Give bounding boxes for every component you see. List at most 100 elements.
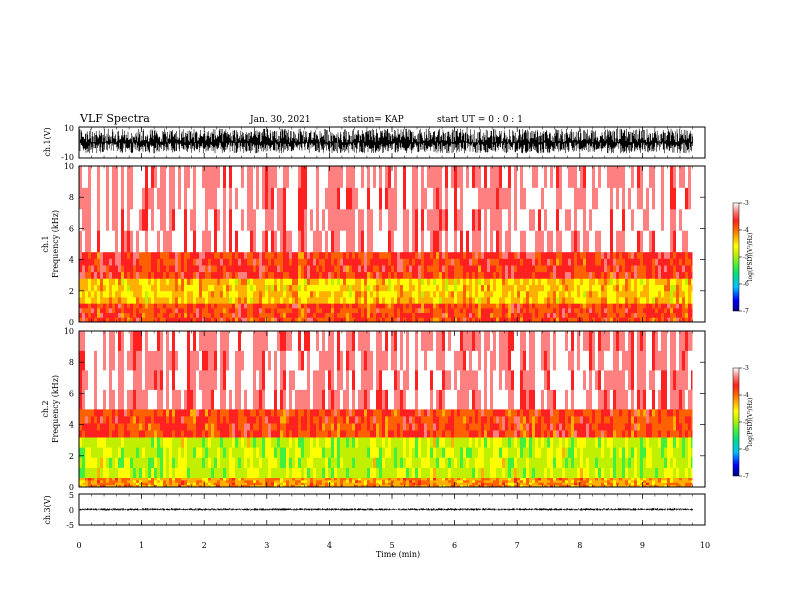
spectrogram-cell: [433, 166, 437, 188]
spectrogram-cell: [424, 303, 428, 309]
spectrogram-cell: [211, 350, 215, 371]
spectrogram-cell: [619, 271, 623, 279]
spectrogram-cell: [130, 467, 134, 479]
spectrogram-cell: [277, 271, 281, 279]
spectrogram-cell: [184, 278, 188, 285]
spectrogram-cell: [85, 479, 89, 483]
spectrogram-cell: [190, 416, 194, 424]
spectrogram-cell: [682, 312, 686, 318]
spectrogram-cell: [196, 258, 200, 266]
spectrogram-cell: [103, 389, 107, 410]
spectrogram-cell: [361, 251, 365, 259]
spectrogram-cell: [343, 271, 347, 279]
spectrogram-cell: [202, 482, 206, 486]
spectrogram-cell: [244, 457, 248, 468]
spectrogram-cell: [340, 271, 344, 279]
spectrogram-cell: [415, 307, 419, 314]
spectrogram-cell: [391, 251, 395, 259]
spectrogram-cell: [328, 430, 332, 438]
spectrogram-cell: [415, 230, 419, 253]
spectrogram-cell: [511, 284, 515, 292]
spectrogram-cell: [358, 484, 362, 487]
spectrogram-cell: [190, 331, 194, 351]
spectrogram-cell: [565, 271, 569, 279]
spectrogram-cell: [331, 467, 335, 479]
spectrogram-cell: [490, 166, 494, 188]
spectrogram-cell: [670, 208, 674, 231]
spectrogram-cell: [466, 278, 470, 285]
spectrogram-cell: [319, 312, 323, 318]
spectrogram-cell: [91, 331, 95, 351]
spectrogram-cell: [271, 457, 275, 468]
spectrogram-cell: [376, 317, 380, 322]
spectrogram-cell: [586, 297, 590, 304]
spectrogram-cell: [664, 166, 668, 188]
spectrogram-cell: [304, 166, 308, 188]
ch1-waveform-trace: [79, 128, 693, 154]
spectrogram-cell: [388, 265, 392, 273]
spectrogram-cell: [103, 457, 107, 468]
spectrogram-cell: [610, 317, 614, 322]
spectrogram-cell: [244, 447, 248, 458]
spectrogram-cell: [136, 317, 140, 322]
spectrogram-cell: [403, 251, 407, 259]
spectrogram-cell: [250, 423, 254, 431]
spectrogram-cell: [466, 230, 470, 253]
spectrogram-cell: [430, 166, 434, 188]
spectrogram-cell: [433, 271, 437, 279]
spectrogram-cell: [145, 208, 149, 231]
spectrogram-cell: [172, 278, 176, 285]
spectrogram-cell: [496, 258, 500, 266]
spectrogram-cell: [142, 350, 146, 371]
spectrogram-cell: [436, 271, 440, 279]
spectrogram-cell: [91, 423, 95, 431]
spectrogram-cell: [451, 230, 455, 253]
spectrogram-cell: [100, 284, 104, 292]
spectrogram-cell: [277, 484, 281, 487]
spectrogram-cell: [616, 284, 620, 292]
spectrogram-cell: [349, 370, 353, 390]
spectrogram-cell: [646, 278, 650, 285]
spectrogram-cell: [331, 265, 335, 273]
spectrogram-cell: [394, 290, 398, 298]
spectrogram-cell: [463, 265, 467, 273]
spectrogram-cell: [430, 297, 434, 304]
spectrogram-cell: [304, 484, 308, 487]
spectrogram-cell: [247, 187, 251, 210]
spectrogram-cell: [190, 477, 194, 481]
spectrogram-cell: [538, 307, 542, 314]
spectrogram-cell: [190, 467, 194, 479]
spectrogram-cell: [193, 307, 197, 314]
spectrogram-cell: [178, 437, 182, 448]
spectrogram-cell: [640, 290, 644, 298]
spectrogram-cell: [253, 477, 257, 481]
spectrogram-cell: [373, 423, 377, 431]
spectrogram-cell: [160, 484, 164, 487]
colorbar-tick-label: -7: [743, 308, 749, 315]
spectrogram-cell: [628, 284, 632, 292]
spectrogram-cell: [658, 166, 662, 188]
spectrogram-cell: [316, 437, 320, 448]
spectrogram-cell: [289, 271, 293, 279]
spectrogram-cell: [259, 482, 263, 486]
start-time-label: start UT = 0 : 0 : 1: [437, 115, 523, 125]
spectrogram-cell: [88, 284, 92, 292]
spectrogram-cell: [199, 447, 203, 458]
spectrogram-cell: [301, 284, 305, 292]
spectrogram-cell: [592, 312, 596, 318]
spectrogram-cell: [388, 484, 392, 487]
spectrogram-cell: [571, 230, 575, 253]
spectrogram-cell: [289, 447, 293, 458]
spectrogram-cell: [121, 484, 125, 487]
spectrogram-cell: [301, 307, 305, 314]
spectrogram-cell: [217, 290, 221, 298]
spectrogram-cell: [205, 430, 209, 438]
spectrogram-cell: [217, 477, 221, 481]
spectrogram-cell: [397, 303, 401, 309]
spectrogram-cell: [115, 477, 119, 481]
spectrogram-cell: [262, 447, 266, 458]
spectrogram-cell: [178, 430, 182, 438]
spectrogram-cell: [235, 271, 239, 279]
spectrogram-cell: [82, 416, 86, 424]
spectrogram-cell: [577, 297, 581, 304]
